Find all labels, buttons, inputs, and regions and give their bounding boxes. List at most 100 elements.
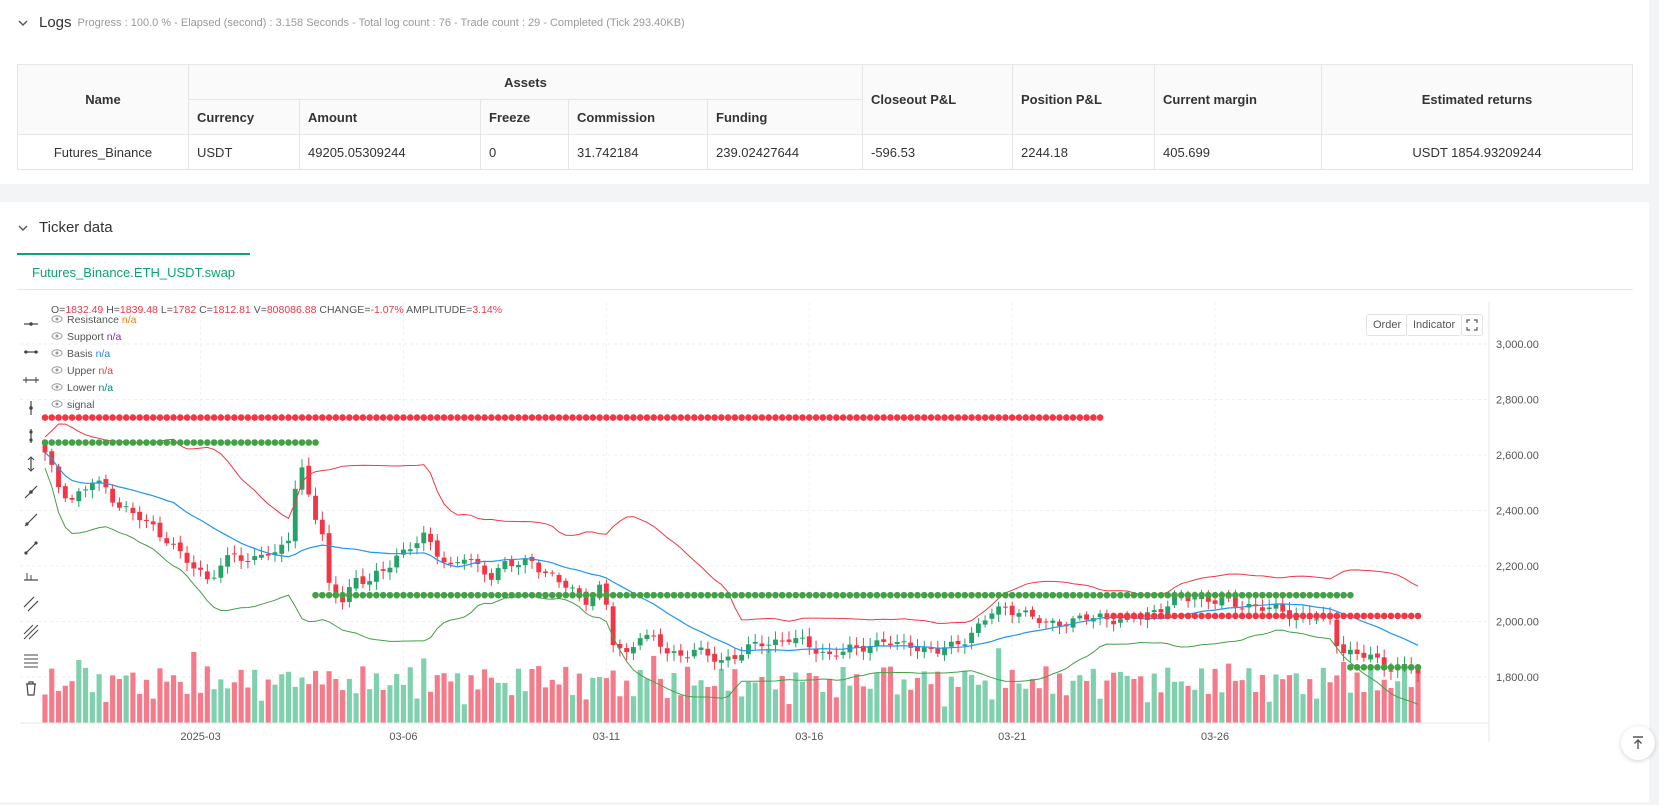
support-dot bbox=[1238, 591, 1246, 599]
order-button[interactable]: Order bbox=[1366, 314, 1409, 336]
resistance-dot bbox=[1313, 612, 1320, 620]
support-dot bbox=[1225, 591, 1232, 599]
parallel-channel-tool-icon[interactable] bbox=[20, 590, 42, 618]
resistance-dot bbox=[738, 414, 745, 421]
support-dot bbox=[1056, 591, 1063, 599]
support-dot bbox=[954, 591, 962, 599]
volume-bar bbox=[1212, 668, 1218, 723]
candle-body bbox=[948, 641, 954, 647]
volume-bar bbox=[1415, 670, 1421, 723]
resistance-dot bbox=[1414, 612, 1422, 620]
support-dot bbox=[494, 591, 502, 599]
support-dot bbox=[251, 439, 258, 446]
horizontal-ray-tool-icon[interactable] bbox=[20, 310, 42, 338]
chevron-down-icon[interactable] bbox=[17, 222, 29, 234]
support-dot bbox=[1205, 591, 1212, 599]
volume-bar bbox=[177, 681, 183, 723]
scroll-to-top-button[interactable] bbox=[1621, 726, 1655, 760]
candle-body bbox=[319, 519, 325, 535]
candle-body bbox=[83, 489, 89, 491]
candle-body bbox=[1104, 613, 1110, 620]
support-dot bbox=[217, 439, 225, 446]
candle-body bbox=[536, 562, 542, 573]
candle-body bbox=[827, 651, 833, 655]
volume-bar bbox=[1347, 692, 1353, 723]
resistance-dot bbox=[359, 414, 367, 421]
ohlc-readout: O=1832.49 H=1839.48 L=1782 C=1812.81 V=8… bbox=[51, 304, 502, 316]
support-dot bbox=[440, 591, 448, 599]
candle-body bbox=[1388, 670, 1394, 672]
trash-icon[interactable] bbox=[20, 674, 42, 702]
volume-bar bbox=[184, 693, 190, 723]
support-dot bbox=[89, 439, 96, 446]
vertical-segment-tool-icon[interactable] bbox=[20, 422, 42, 450]
volume-bar bbox=[1198, 668, 1205, 723]
resistance-dot bbox=[190, 414, 198, 421]
price-range-tool-icon[interactable] bbox=[20, 450, 42, 478]
legend-item: Support n/a bbox=[67, 331, 121, 343]
volume-bar bbox=[691, 685, 697, 723]
support-dot bbox=[1002, 591, 1009, 599]
resistance-dot bbox=[954, 414, 962, 421]
candle-body bbox=[1151, 610, 1157, 612]
upper-band-line bbox=[44, 423, 1419, 624]
resistance-dot bbox=[1198, 612, 1205, 620]
indicator-button[interactable]: Indicator bbox=[1406, 314, 1463, 336]
volume-bar bbox=[218, 679, 224, 723]
pitchfork-tool-icon[interactable] bbox=[20, 618, 42, 646]
support-dot bbox=[1272, 591, 1280, 599]
fib-retracement-tool-icon[interactable] bbox=[20, 646, 42, 674]
candle-body bbox=[144, 520, 149, 522]
price-chart[interactable]: 1,800.00 2,000.00 2,200.00 2,400.00 2,600.00… bbox=[0, 302, 1590, 764]
resistance-dot bbox=[237, 414, 245, 421]
support-dot bbox=[1130, 591, 1138, 599]
horizontal-ray-pair-tool-icon[interactable] bbox=[20, 562, 42, 590]
support-dot bbox=[224, 439, 231, 446]
support-dot bbox=[488, 591, 495, 599]
resistance-dot bbox=[224, 414, 231, 421]
support-dot bbox=[900, 591, 908, 599]
volume-bar bbox=[705, 686, 711, 723]
volume-bar bbox=[1002, 687, 1008, 723]
extended-line-tool-icon[interactable] bbox=[20, 366, 42, 394]
ray-tool-icon[interactable] bbox=[20, 506, 42, 534]
support-dot bbox=[1374, 663, 1381, 671]
support-dot bbox=[305, 439, 313, 446]
chevron-down-icon[interactable] bbox=[17, 17, 29, 29]
resistance-dot bbox=[400, 414, 407, 421]
volume-bar bbox=[827, 678, 833, 723]
tab-eth-usdt-swap[interactable]: Futures_Binance.ETH_USDT.swap bbox=[17, 253, 251, 289]
trend-line-tool-icon[interactable] bbox=[20, 478, 42, 506]
segment-tool-icon[interactable] bbox=[20, 534, 42, 562]
logs-header[interactable]: Logs Progress : 100.0 % - Elapsed (secon… bbox=[17, 14, 685, 31]
candle-body bbox=[840, 651, 846, 655]
vertical-line-tool-icon[interactable] bbox=[20, 394, 42, 422]
volume-bar bbox=[657, 678, 664, 723]
volume-bar bbox=[421, 658, 427, 723]
support-dot bbox=[359, 591, 367, 599]
candle-body bbox=[1314, 619, 1319, 621]
support-dot bbox=[1414, 663, 1422, 671]
volume-bar bbox=[651, 655, 657, 723]
ticker-header[interactable]: Ticker data bbox=[17, 219, 113, 236]
support-dot bbox=[765, 591, 772, 599]
support-dot bbox=[819, 591, 827, 599]
resistance-dot bbox=[89, 414, 96, 421]
support-dot bbox=[623, 591, 630, 599]
resistance-dot bbox=[325, 414, 333, 421]
candle-body bbox=[975, 623, 981, 633]
horizontal-line-tool-icon[interactable] bbox=[20, 338, 42, 366]
candle-body bbox=[617, 643, 623, 649]
candle-body bbox=[1030, 609, 1035, 617]
resistance-dot bbox=[853, 414, 860, 421]
volume-bar bbox=[1354, 672, 1360, 723]
resistance-dot bbox=[1279, 612, 1287, 620]
fullscreen-icon[interactable] bbox=[1461, 314, 1483, 336]
candle-body bbox=[921, 647, 927, 653]
time-tick-label: 03-06 bbox=[389, 731, 417, 743]
price-tick-label: 2,400.00 bbox=[1496, 506, 1539, 518]
resistance-dot bbox=[623, 414, 630, 421]
support-dot bbox=[176, 439, 184, 446]
volume-bar bbox=[448, 681, 454, 723]
resistance-dot bbox=[677, 414, 685, 421]
